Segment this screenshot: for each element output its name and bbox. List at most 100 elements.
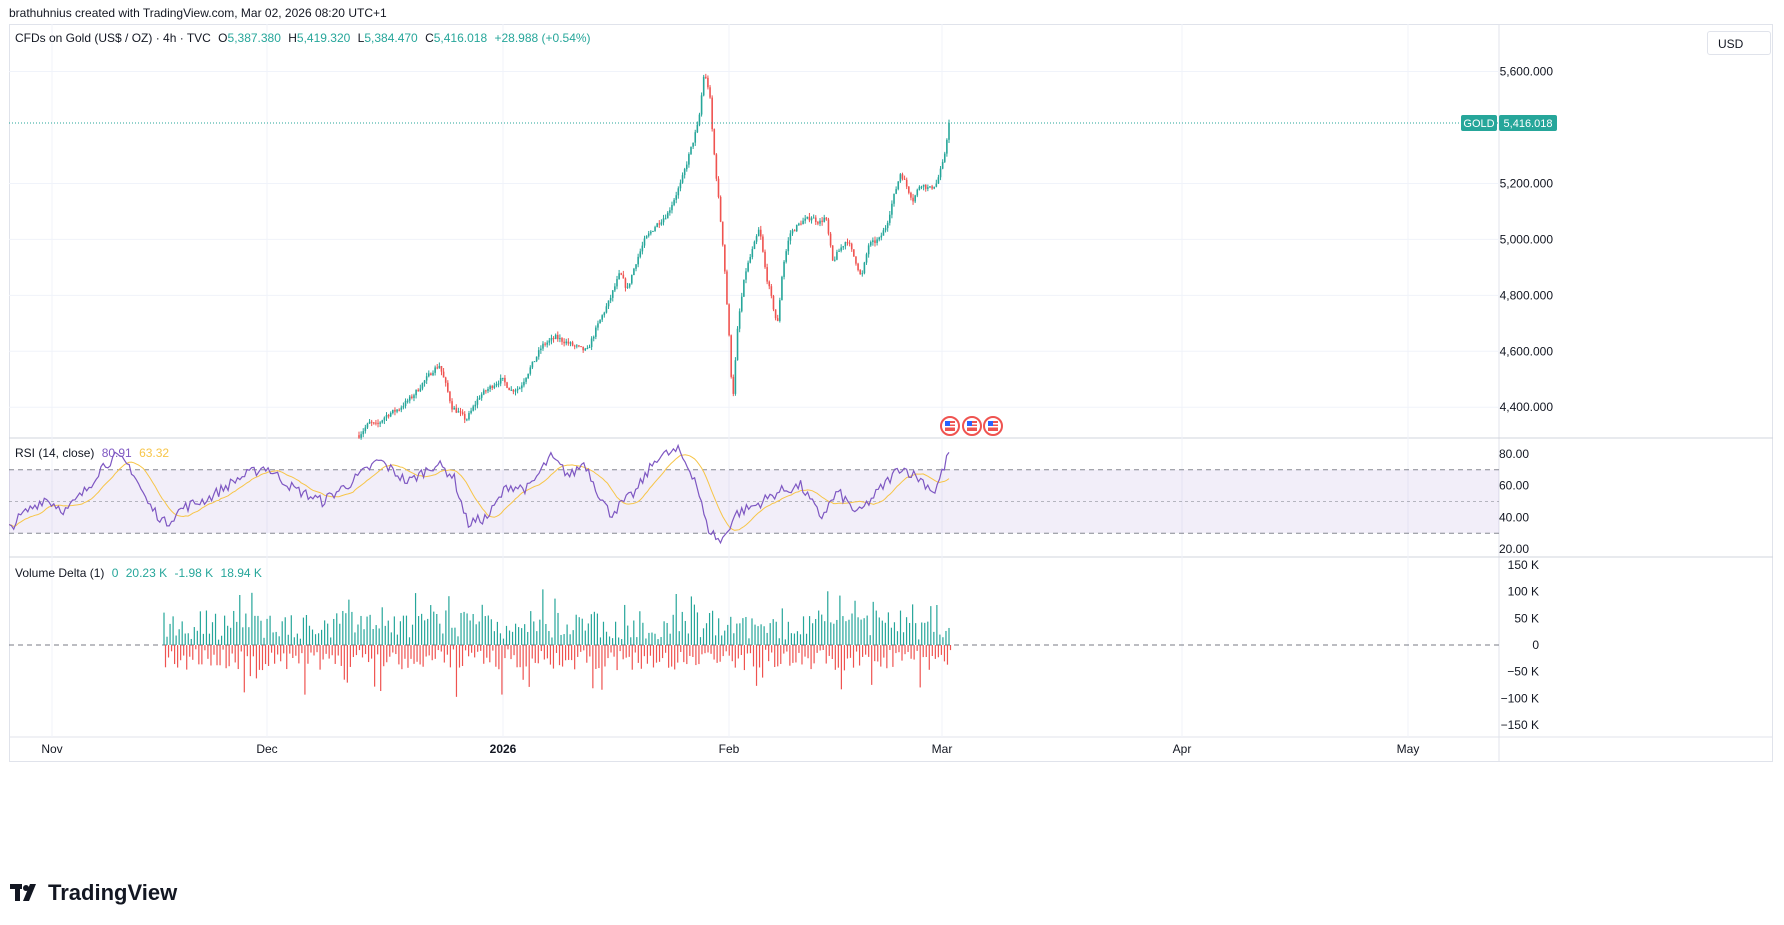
volume-delta-label[interactable]: Volume Delta (1) xyxy=(15,566,105,580)
candle-body xyxy=(529,367,532,374)
candle-body xyxy=(523,381,525,386)
candle-body xyxy=(814,217,817,223)
candle-body xyxy=(724,244,726,272)
candle-body xyxy=(779,300,781,321)
candle-body xyxy=(664,218,667,220)
vd-value-3: 18.94 K xyxy=(220,566,262,580)
candle-body xyxy=(485,390,487,392)
tradingview-logo[interactable]: TradingView xyxy=(10,880,177,906)
candle-body xyxy=(707,77,709,88)
time-tick-label: May xyxy=(1397,742,1420,756)
candle-body xyxy=(628,283,631,287)
candle-body xyxy=(616,279,618,287)
candle-body xyxy=(542,343,544,349)
candle-body xyxy=(552,338,555,340)
candle-body xyxy=(436,367,439,369)
candle-body xyxy=(669,210,671,213)
candle-body xyxy=(387,414,390,417)
candle-body xyxy=(457,411,460,413)
price-legend: CFDs on Gold (US$ / OZ) · 4h · TVC O5,38… xyxy=(15,31,595,45)
rsi-tick-label: 60.00 xyxy=(1499,479,1529,493)
candle-body xyxy=(817,222,819,224)
volume-delta-tick-label: 0 xyxy=(1532,638,1539,652)
candle-body xyxy=(948,123,950,140)
price-tag xyxy=(1499,115,1557,132)
candle-body xyxy=(857,263,859,271)
candle-body xyxy=(654,227,656,232)
candle-body xyxy=(922,184,925,187)
candle-body xyxy=(633,268,635,276)
candle-body xyxy=(421,383,424,389)
currency-selector[interactable]: USD xyxy=(1707,31,1771,55)
candle-body xyxy=(825,217,828,220)
candle-body xyxy=(447,382,449,392)
candle-body xyxy=(838,250,840,252)
candle-body xyxy=(658,223,661,225)
candle-body xyxy=(419,388,422,392)
candle-body xyxy=(404,400,407,407)
candle-body xyxy=(943,153,946,162)
candle-body xyxy=(721,221,724,245)
candle-body xyxy=(903,178,906,180)
candle-body xyxy=(715,154,718,179)
candle-body xyxy=(495,384,498,386)
rsi-ma-line xyxy=(8,454,950,531)
volume-delta-tick-label: 150 K xyxy=(1508,558,1539,572)
candle-body xyxy=(379,422,381,424)
candle-body xyxy=(444,377,447,383)
candle-body xyxy=(806,216,809,219)
candle-body xyxy=(550,338,553,341)
candle-body xyxy=(751,249,754,258)
candle-body xyxy=(506,382,508,388)
rsi-label[interactable]: RSI (14, close) xyxy=(15,446,95,460)
candle-body xyxy=(389,413,392,417)
candle-body xyxy=(417,389,420,392)
candle-body xyxy=(787,240,790,252)
candle-body xyxy=(563,341,565,344)
candle-body xyxy=(941,161,944,169)
symbol-label[interactable]: CFDs on Gold (US$ / OZ) · 4h · TVC xyxy=(15,31,211,45)
candle-body xyxy=(859,270,861,274)
low-label: L xyxy=(357,31,365,45)
candle-body xyxy=(504,377,506,383)
candle-body xyxy=(747,262,749,272)
candle-body xyxy=(650,231,652,234)
candle-body xyxy=(491,386,494,388)
vd-value-0: 0 xyxy=(111,566,119,580)
chart-credit: brathuhnius created with TradingView.com… xyxy=(9,6,387,20)
us-event-flag-icon[interactable] xyxy=(940,416,960,436)
candle-body xyxy=(468,413,470,420)
candle-body xyxy=(451,401,453,410)
candle-body xyxy=(474,404,477,407)
candle-body xyxy=(637,256,639,265)
candle-body xyxy=(829,233,832,246)
candle-body xyxy=(472,406,474,411)
candle-body xyxy=(366,423,369,428)
us-event-flag-icon[interactable] xyxy=(983,416,1003,436)
candle-body xyxy=(791,230,794,234)
candle-body xyxy=(821,220,823,222)
us-event-flag-icon[interactable] xyxy=(962,416,982,436)
candle-body xyxy=(781,276,783,301)
open-value: 5,387.380 xyxy=(227,31,281,45)
candle-body xyxy=(601,315,603,320)
candle-body xyxy=(383,417,386,421)
candle-body xyxy=(717,178,720,197)
candle-body xyxy=(696,124,699,133)
candle-body xyxy=(590,338,593,348)
candle-body xyxy=(776,318,779,321)
candle-body xyxy=(586,347,589,349)
volume-delta-tick-label: −100 K xyxy=(1501,691,1539,705)
candle-body xyxy=(836,251,838,260)
candle-body xyxy=(728,304,730,336)
candle-body xyxy=(576,345,578,347)
volume-delta-tick-label: −50 K xyxy=(1507,665,1539,679)
candle-body xyxy=(392,409,394,414)
candle-body xyxy=(499,378,502,384)
candle-body xyxy=(603,312,606,316)
candle-body xyxy=(643,238,646,246)
candle-body xyxy=(893,193,895,204)
candle-body xyxy=(823,217,826,222)
candle-body xyxy=(924,184,927,189)
chart-canvas[interactable]: Nov Dec 2026 Feb Mar Apr May 5,600.000 5,200.000… xyxy=(8,24,1773,869)
